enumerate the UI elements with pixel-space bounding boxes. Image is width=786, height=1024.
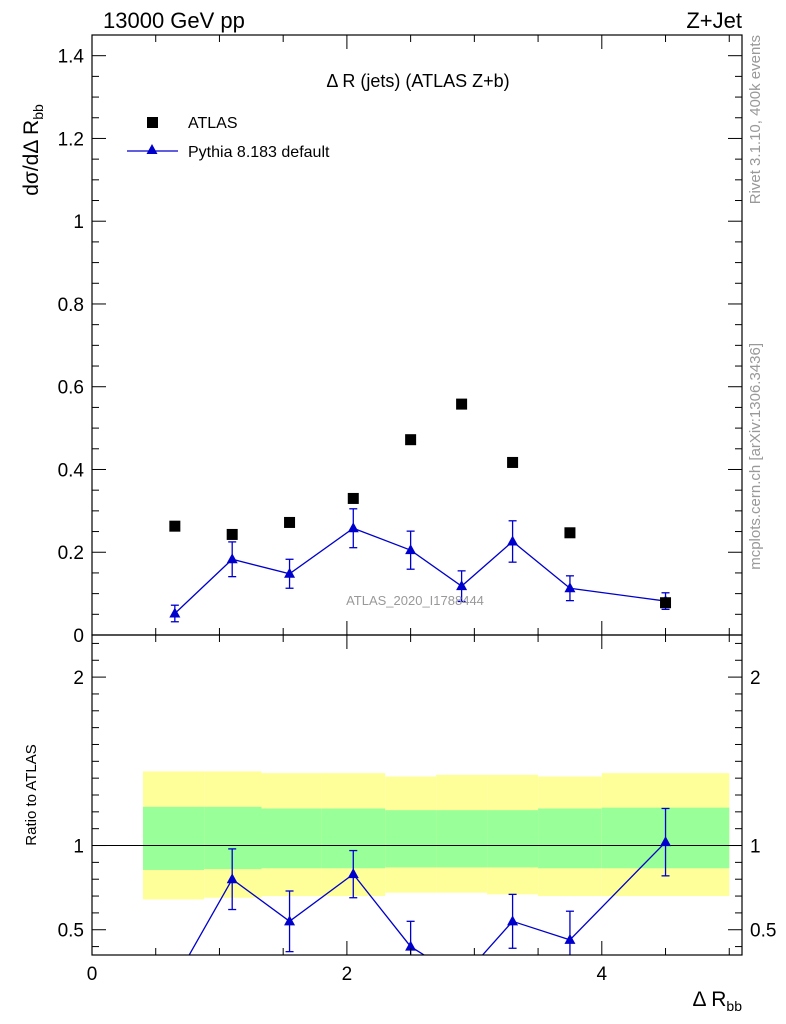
main-y-tick-label: 0.4 bbox=[58, 460, 85, 481]
ratio-inner-band bbox=[142, 806, 205, 870]
mcplots-reference-label: mcplots.cern.ch [arXiv:1306.3436] bbox=[747, 343, 764, 570]
ratio-y-tick-label: 0.5 bbox=[58, 921, 84, 942]
main-y-tick-label: 0.6 bbox=[58, 378, 84, 399]
main-y-tick-label: 0.8 bbox=[58, 295, 84, 316]
x-axis-label: Δ Rbb bbox=[693, 988, 743, 1014]
main-y-axis-label: dσ/dΔ Rbb bbox=[20, 104, 46, 196]
ratio-data-layer bbox=[92, 807, 742, 984]
main-y-tick-label: 1.4 bbox=[58, 47, 85, 68]
atlas-point bbox=[507, 456, 519, 468]
main-y-tick-label: 1 bbox=[73, 212, 84, 233]
ratio-inner-band bbox=[436, 810, 488, 868]
ratio-point bbox=[169, 974, 180, 984]
ratio-y-axis-ticks: 0.5 0.5 1 1 2 2 bbox=[58, 642, 776, 948]
legend-atlas-label: ATLAS bbox=[188, 115, 238, 132]
main-y-tick-label: 0 bbox=[73, 626, 84, 647]
main-plot-panel: 0 0.2 0.4 0.6 0.8 1 1.2 1.4 Δ R (jets) (ATLAS Z… bbox=[20, 34, 743, 647]
ratio-inner-band bbox=[538, 808, 602, 869]
ratio-point bbox=[456, 973, 467, 983]
ratio-point bbox=[347, 868, 359, 879]
atlas-point bbox=[660, 597, 672, 609]
ratio-y-tick-label-right: 2 bbox=[750, 668, 761, 689]
pythia-point bbox=[226, 553, 238, 564]
legend-pythia-marker bbox=[146, 144, 158, 154]
atlas-point bbox=[564, 527, 576, 539]
pythia-point bbox=[405, 544, 417, 555]
ratio-y-tick-label: 2 bbox=[73, 668, 84, 689]
ratio-inner-band bbox=[385, 810, 437, 868]
main-data-layer bbox=[169, 398, 672, 623]
ratio-y-tick-label: 1 bbox=[73, 837, 84, 858]
ratio-inner-band bbox=[261, 808, 322, 869]
ratio-plot-panel: 0.5 0.5 1 1 2 2 0 2 4 Ratio to ATLAS bbox=[23, 634, 776, 985]
ratio-y-tick-label-right: 0.5 bbox=[750, 921, 776, 942]
main-x-axis-ticks bbox=[91, 35, 730, 635]
ratio-point bbox=[226, 873, 238, 884]
main-y-tick-label: 0.2 bbox=[58, 543, 84, 564]
pythia-point bbox=[284, 567, 296, 578]
ratio-inner-band bbox=[487, 810, 539, 868]
x-tick-label: 0 bbox=[87, 964, 98, 985]
ratio-y-tick-label-right: 1 bbox=[750, 837, 761, 858]
pythia-point bbox=[169, 607, 181, 618]
ratio-point bbox=[405, 940, 417, 951]
pythia-point bbox=[564, 582, 576, 593]
legend-pythia-label: Pythia 8.183 default bbox=[188, 144, 330, 161]
rivet-version-label: Rivet 3.1.10, 400k events bbox=[747, 35, 764, 204]
atlas-point bbox=[405, 434, 417, 446]
x-tick-label: 4 bbox=[597, 964, 608, 985]
main-y-axis-ticks: 0 0.2 0.4 0.6 0.8 1 1.2 1.4 bbox=[58, 47, 742, 647]
x-tick-label: 2 bbox=[342, 964, 353, 985]
legend: ATLAS Pythia 8.183 default bbox=[127, 115, 330, 161]
ratio-point bbox=[284, 915, 296, 926]
atlas-point bbox=[456, 398, 468, 410]
ratio-y-axis-label: Ratio to ATLAS bbox=[23, 744, 40, 845]
atlas-point bbox=[226, 528, 238, 540]
atlas-point bbox=[284, 516, 296, 528]
ratio-point bbox=[660, 836, 672, 847]
pythia-point bbox=[347, 522, 359, 533]
ratio-x-axis-ticks: 0 2 4 bbox=[87, 635, 730, 985]
legend-atlas-marker bbox=[147, 117, 158, 128]
plot-title: Δ R (jets) (ATLAS Z+b) bbox=[326, 71, 509, 91]
analysis-watermark: ATLAS_2020_I1788444 bbox=[346, 593, 484, 608]
pythia-point bbox=[507, 535, 519, 546]
ratio-point bbox=[507, 915, 519, 926]
atlas-point bbox=[169, 520, 181, 532]
pythia-point bbox=[456, 580, 468, 591]
main-y-tick-label: 1.2 bbox=[58, 129, 84, 150]
atlas-point bbox=[347, 492, 359, 504]
ratio-uncertainty-bands bbox=[142, 771, 730, 900]
header-energy-label: 13000 GeV pp bbox=[103, 8, 245, 33]
header-process-label: Z+Jet bbox=[686, 8, 742, 33]
ratio-point bbox=[564, 933, 576, 944]
